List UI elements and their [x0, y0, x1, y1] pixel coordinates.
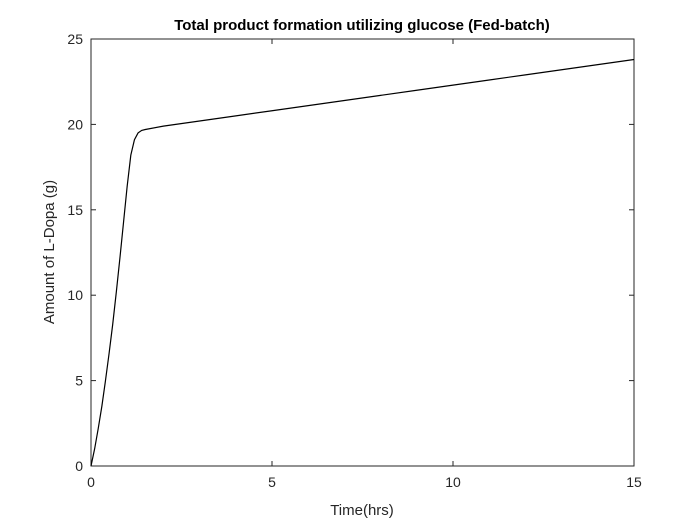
x-tick-label: 0: [87, 474, 95, 490]
y-tick-label: 5: [75, 373, 83, 389]
x-tick-label: 5: [268, 474, 276, 490]
x-tick-labels: 0 5 10 15: [87, 474, 642, 490]
plot-area: [90, 38, 635, 467]
y-tick-label: 20: [67, 116, 83, 132]
x-tick-label: 10: [445, 474, 461, 490]
axis-ticks: [90, 38, 635, 467]
chart-title: Total product formation utilizing glucos…: [174, 17, 550, 34]
y-tick-label: 15: [67, 202, 83, 218]
y-axis-label: Amount of L-Dopa (g): [41, 180, 58, 324]
series-line-0: [90, 58, 635, 467]
x-tick-label: 15: [626, 474, 642, 490]
y-tick-label: 25: [67, 31, 83, 47]
x-axis-label: Time(hrs): [330, 502, 394, 519]
y-tick-label: 10: [67, 287, 83, 303]
y-tick-label: 0: [75, 458, 83, 474]
series-group: [90, 58, 635, 467]
y-tick-labels: 0 5 10 15 20 25: [67, 31, 83, 474]
